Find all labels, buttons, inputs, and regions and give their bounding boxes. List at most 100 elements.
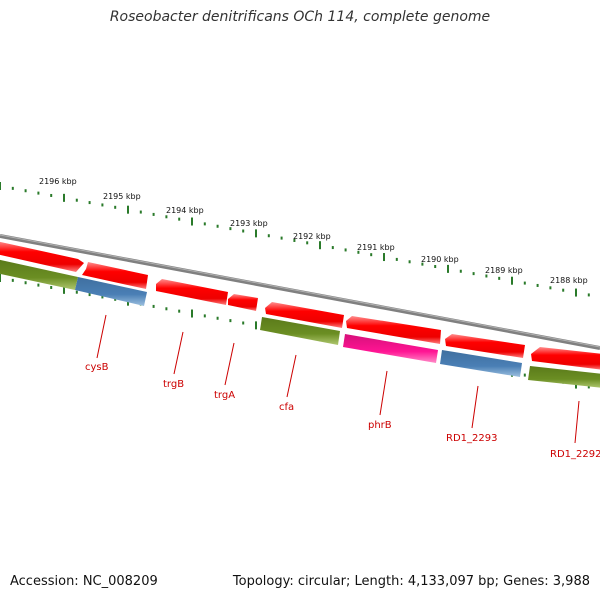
gene-feature[interactable] (440, 350, 522, 377)
major-tick (0, 274, 1, 282)
gene-feature[interactable] (0, 259, 78, 290)
minor-tick (293, 238, 296, 242)
minor-tick (88, 293, 91, 297)
leader-line (471, 385, 479, 429)
minor-tick (587, 385, 590, 389)
kbp-label: 2195 kbp (103, 192, 141, 201)
minor-tick (152, 212, 155, 216)
minor-tick (11, 278, 14, 282)
kbp-label: 2190 kbp (421, 255, 459, 264)
minor-tick (152, 304, 155, 308)
minor-tick (331, 246, 334, 250)
leader-line (286, 354, 297, 398)
gene-feature[interactable] (528, 366, 600, 388)
major-tick (319, 241, 321, 250)
kbp-label: 2189 kbp (485, 266, 523, 275)
outer-tick-marks (0, 182, 590, 297)
kbp-label: 2191 kbp (357, 243, 395, 252)
minor-tick (370, 253, 373, 257)
minor-tick (101, 295, 104, 299)
topology-info: Topology: circular; Length: 4,133,097 bp… (232, 574, 590, 589)
gene-feature[interactable] (445, 334, 525, 358)
minor-tick (216, 316, 219, 320)
minor-tick (242, 321, 245, 325)
minor-tick (216, 224, 219, 228)
major-tick (127, 205, 129, 214)
major-tick (511, 276, 513, 285)
minor-tick (11, 186, 14, 190)
minor-tick (421, 262, 424, 266)
minor-tick (229, 319, 232, 323)
gene-feature[interactable] (82, 262, 148, 289)
gene-label-phrb[interactable]: phrB (368, 420, 392, 431)
major-tick (447, 264, 449, 273)
minor-tick (357, 250, 360, 254)
minor-tick (75, 198, 78, 202)
reverse-strand-features (0, 259, 600, 388)
genome-backbone (0, 234, 600, 350)
gene-label-cfa[interactable]: cfa (279, 402, 294, 413)
minor-tick (203, 222, 206, 226)
gene-feature[interactable] (531, 347, 600, 370)
major-tick (63, 285, 65, 294)
minor-tick (178, 217, 181, 221)
minor-tick (50, 285, 53, 289)
major-tick (575, 288, 577, 297)
major-tick (191, 309, 193, 318)
gene-feature[interactable] (260, 317, 340, 345)
gene-feature[interactable] (0, 241, 84, 272)
minor-tick (50, 193, 53, 197)
gene-label-trgb[interactable]: trgB (163, 379, 184, 390)
minor-tick (114, 205, 117, 209)
gene-label-leaders (96, 314, 580, 444)
minor-tick (37, 191, 40, 195)
minor-tick (344, 248, 347, 252)
minor-tick (165, 307, 168, 311)
major-tick (191, 217, 193, 226)
minor-tick (242, 229, 245, 233)
leader-line (96, 314, 107, 359)
minor-tick (165, 215, 168, 219)
gene-label-rd1-2293[interactable]: RD1_2293 (446, 433, 497, 444)
major-tick (383, 253, 385, 262)
leader-line (173, 331, 184, 375)
minor-tick (37, 283, 40, 287)
minor-tick (523, 281, 526, 285)
minor-tick (203, 314, 206, 318)
minor-tick (178, 309, 181, 313)
minor-tick (229, 227, 232, 231)
forward-strand-features (0, 241, 600, 370)
leader-line (379, 370, 388, 416)
minor-tick (549, 286, 552, 290)
minor-tick (280, 236, 283, 240)
gene-label-trga[interactable]: trgA (214, 390, 235, 401)
gene-feature[interactable] (346, 316, 441, 344)
minor-tick (395, 257, 398, 261)
major-tick (63, 193, 65, 202)
kbp-label: 2194 kbp (166, 206, 204, 215)
gene-label-cysb[interactable]: cysB (85, 362, 109, 373)
minor-tick (459, 269, 462, 273)
minor-tick (24, 189, 27, 193)
gene-feature[interactable] (228, 294, 258, 311)
minor-tick (306, 241, 309, 245)
minor-tick (562, 288, 565, 292)
genome-title: Roseobacter denitrificans OCh 114, compl… (109, 9, 491, 25)
minor-tick (536, 283, 539, 287)
gene-feature[interactable] (156, 279, 228, 305)
minor-tick (587, 293, 590, 297)
kbp-label: 2192 kbp (293, 232, 331, 241)
minor-tick (434, 265, 437, 269)
gene-feature[interactable] (265, 302, 344, 328)
minor-tick (88, 201, 91, 205)
kbp-label: 2193 kbp (230, 219, 268, 228)
minor-tick (75, 290, 78, 294)
accession-info: Accession: NC_008209 (10, 574, 158, 589)
leader-line (574, 400, 580, 444)
gene-feature[interactable] (343, 334, 438, 363)
gene-label-rd1-2292[interactable]: RD1_2292 (550, 449, 600, 460)
gene-feature[interactable] (75, 277, 147, 306)
minor-tick (472, 272, 475, 276)
